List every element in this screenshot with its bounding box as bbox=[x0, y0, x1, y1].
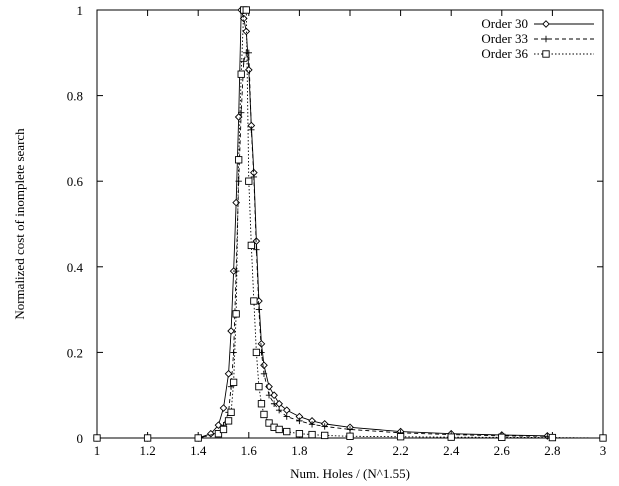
x-tick-label: 3 bbox=[600, 443, 607, 458]
data-point-order-36 bbox=[252, 348, 261, 357]
data-point-order-36 bbox=[295, 430, 304, 438]
y-axis-label: Normalized cost of inomplete search bbox=[12, 128, 27, 320]
data-point-order-33 bbox=[346, 426, 354, 433]
data-point-order-36 bbox=[257, 400, 266, 408]
x-tick-label: 2.2 bbox=[392, 443, 408, 458]
data-point-order-30 bbox=[214, 421, 223, 429]
data-point-order-33 bbox=[248, 126, 255, 134]
data-point-order-36 bbox=[308, 430, 316, 439]
data-point-order-36 bbox=[214, 430, 223, 438]
data-point-order-36 bbox=[229, 378, 238, 387]
data-point-order-36 bbox=[237, 70, 245, 78]
legend-label-order-30: Order 30 bbox=[481, 16, 528, 31]
data-point-order-36 bbox=[396, 433, 405, 441]
data-point-order-36 bbox=[224, 417, 233, 425]
y-tick-label: 0.8 bbox=[67, 89, 83, 104]
data-point-order-36 bbox=[93, 434, 101, 442]
y-tick-label: 0.2 bbox=[67, 345, 83, 360]
legend-marker-order-36 bbox=[542, 50, 550, 58]
data-point-order-36 bbox=[232, 310, 240, 318]
x-axis-label: Num. Holes / (N^1.55) bbox=[290, 466, 410, 481]
x-tick-label: 1.4 bbox=[190, 443, 207, 458]
plot-frame bbox=[96, 9, 604, 439]
data-point-order-30 bbox=[275, 399, 283, 408]
data-point-order-36 bbox=[321, 431, 329, 440]
data-point-order-36 bbox=[346, 432, 354, 440]
data-point-order-33 bbox=[308, 421, 316, 428]
data-point-order-33 bbox=[255, 306, 263, 313]
data-point-order-30 bbox=[227, 327, 235, 335]
data-point-order-36 bbox=[548, 433, 557, 442]
legend-marker-order-33 bbox=[542, 35, 550, 43]
data-point-order-33 bbox=[232, 267, 240, 275]
data-point-order-36 bbox=[265, 419, 273, 427]
series-order-33 bbox=[93, 49, 551, 442]
data-point-order-30 bbox=[219, 404, 228, 412]
x-tick-label: 1.6 bbox=[241, 443, 258, 458]
data-point-order-36 bbox=[143, 434, 152, 442]
series-layer bbox=[93, 6, 607, 442]
data-point-order-33 bbox=[240, 58, 247, 65]
data-point-order-36 bbox=[447, 433, 455, 441]
y-tick-label: 0.4 bbox=[67, 260, 84, 275]
data-point-order-30 bbox=[242, 27, 251, 36]
data-point-order-33 bbox=[296, 417, 303, 425]
data-point-order-30 bbox=[257, 340, 266, 348]
data-point-order-33 bbox=[265, 392, 273, 399]
x-tick-label: 1.8 bbox=[291, 443, 307, 458]
y-tick-label: 0 bbox=[77, 431, 84, 446]
series-line-order-30 bbox=[97, 9, 548, 439]
data-point-order-36 bbox=[283, 427, 291, 436]
data-point-order-36 bbox=[247, 241, 255, 250]
data-point-order-36 bbox=[599, 434, 607, 442]
axis-ticks: 1 1.2 1.4 1.6 1.8 2 2.2 2.4 2.6 2.8 3 0 0.2 0.4 0.6 0.8… bbox=[67, 3, 607, 458]
data-point-order-33 bbox=[260, 370, 268, 377]
y-tick-label: 0.6 bbox=[67, 174, 84, 189]
series-order-30 bbox=[93, 6, 552, 442]
data-point-order-33 bbox=[275, 406, 283, 414]
data-point-order-36 bbox=[255, 382, 263, 391]
x-tick-label: 1 bbox=[94, 443, 101, 458]
data-point-order-36 bbox=[250, 297, 258, 305]
data-point-order-36 bbox=[194, 434, 202, 442]
data-point-order-36 bbox=[245, 177, 253, 185]
series-line-order-33 bbox=[97, 52, 548, 439]
data-point-order-33 bbox=[230, 349, 237, 356]
data-point-order-30 bbox=[270, 391, 278, 400]
series-line-order-36 bbox=[97, 9, 604, 439]
data-point-order-30 bbox=[244, 66, 253, 74]
data-point-order-36 bbox=[219, 425, 228, 434]
x-tick-label: 2.8 bbox=[544, 443, 560, 458]
data-point-order-36 bbox=[242, 6, 250, 14]
data-point-order-33 bbox=[283, 413, 290, 420]
data-point-order-33 bbox=[253, 246, 260, 253]
data-point-order-33 bbox=[250, 173, 258, 181]
data-point-order-33 bbox=[270, 400, 278, 407]
x-tick-label: 2 bbox=[347, 443, 354, 458]
data-point-order-36 bbox=[235, 156, 243, 164]
data-point-order-36 bbox=[275, 425, 283, 434]
data-point-order-30 bbox=[239, 14, 248, 23]
x-tick-label: 2.6 bbox=[494, 443, 511, 458]
y-tick-label: 1 bbox=[77, 3, 84, 18]
legend-label-order-33: Order 33 bbox=[481, 31, 528, 46]
data-point-order-33 bbox=[321, 423, 328, 430]
data-point-order-36 bbox=[498, 433, 506, 442]
legend-label-order-36: Order 36 bbox=[481, 46, 528, 61]
data-point-order-30 bbox=[260, 361, 268, 370]
data-point-order-33 bbox=[238, 109, 245, 116]
x-tick-label: 2.4 bbox=[443, 443, 460, 458]
series-order-36 bbox=[93, 6, 607, 442]
data-point-order-36 bbox=[227, 408, 235, 416]
data-point-order-30 bbox=[282, 406, 291, 415]
legend-marker-order-30 bbox=[542, 20, 550, 28]
data-point-order-36 bbox=[260, 410, 268, 419]
x-tick-label: 1.2 bbox=[139, 443, 155, 458]
data-point-order-30 bbox=[224, 369, 233, 378]
